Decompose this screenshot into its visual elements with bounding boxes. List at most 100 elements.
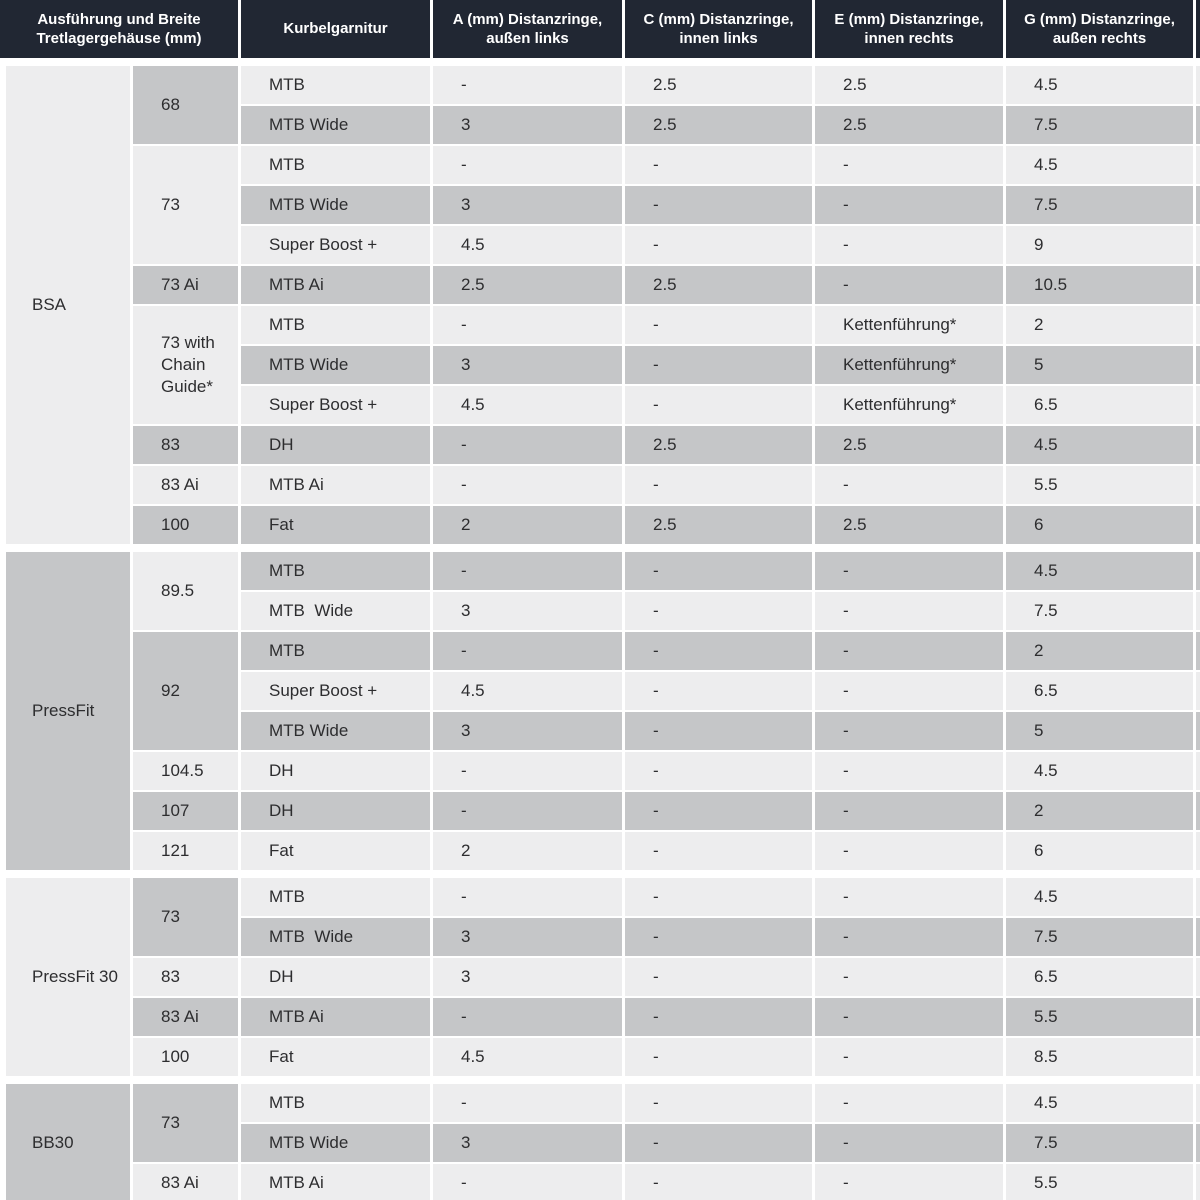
value-a-cell: 2.5 (433, 266, 622, 304)
crankset-cell: DH (241, 752, 430, 790)
value-c-cell: - (625, 672, 812, 710)
value-c-cell: - (625, 346, 812, 384)
value-a-cell: - (433, 1084, 622, 1122)
crankset-cell: MTB (241, 632, 430, 670)
value-a-cell: 4.5 (433, 226, 622, 264)
value-g-cell: 5 (1006, 712, 1193, 750)
value-a-cell: 3 (433, 106, 622, 144)
value-a-cell: - (433, 752, 622, 790)
crankset-cell: MTB (241, 66, 430, 104)
value-g-cell: 7.5 (1006, 918, 1193, 956)
row-cutoff-sliver (1196, 918, 1200, 956)
header-cell-g-mm: G (mm) Distanzringe, außen rechts (1006, 0, 1193, 58)
standard-label-cell: PressFit (6, 552, 130, 870)
value-g-cell: 10.5 (1006, 266, 1193, 304)
value-e-cell: - (815, 918, 1003, 956)
value-g-cell: 5.5 (1006, 466, 1193, 504)
value-g-cell: 4.5 (1006, 878, 1193, 916)
header-cell-ausfuehrung-breite: Ausführung und Breite Tretlagergehäuse (… (0, 0, 238, 58)
shell-width-cell: 107 (133, 792, 238, 830)
value-c-cell: 2.5 (625, 426, 812, 464)
value-e-cell: - (815, 592, 1003, 630)
section-pressfit: PressFit 89.5 MTB - - -4.5 MTB Wide 3- -7.5 92 MTB… (6, 552, 1200, 870)
value-e-cell: - (815, 1084, 1003, 1122)
value-c-cell: 2.5 (625, 66, 812, 104)
value-g-cell: 2 (1006, 792, 1193, 830)
row-cutoff-sliver (1196, 1164, 1200, 1200)
value-e-cell: - (815, 1124, 1003, 1162)
crankset-cell: MTB Wide (241, 592, 430, 630)
value-g-cell: 4.5 (1006, 552, 1193, 590)
value-c-cell: - (625, 386, 812, 424)
row-cutoff-sliver (1196, 632, 1200, 670)
shell-width-cell: 73 (133, 146, 238, 264)
value-c-cell: - (625, 712, 812, 750)
row-cutoff-sliver (1196, 466, 1200, 504)
value-a-cell: - (433, 146, 622, 184)
value-a-cell: - (433, 632, 622, 670)
value-a-cell: - (433, 998, 622, 1036)
value-g-cell: 5.5 (1006, 998, 1193, 1036)
value-c-cell: - (625, 592, 812, 630)
row-cutoff-sliver (1196, 186, 1200, 224)
row-cutoff-sliver (1196, 66, 1200, 104)
value-g-cell: 7.5 (1006, 106, 1193, 144)
shell-width-cell: 83 Ai (133, 998, 238, 1036)
crankset-cell: Fat (241, 506, 430, 544)
row-cutoff-sliver (1196, 266, 1200, 304)
shell-width-cell: 92 (133, 632, 238, 750)
value-g-cell: 4.5 (1006, 66, 1193, 104)
shell-width-cell: 68 (133, 66, 238, 144)
crankset-cell: DH (241, 792, 430, 830)
value-g-cell: 7.5 (1006, 592, 1193, 630)
crankset-cell: Super Boost + (241, 672, 430, 710)
section-pressfit-30: PressFit 30 73 MTB - - -4.5 MTB Wide 3- -7.5 83 DH… (6, 878, 1200, 1076)
value-g-cell: 6.5 (1006, 672, 1193, 710)
crankset-cell: Fat (241, 832, 430, 870)
value-e-cell: - (815, 146, 1003, 184)
standard-label-cell: BSA (6, 66, 130, 544)
shell-width-cell: 83 (133, 426, 238, 464)
header-cell-e-mm: E (mm) Distanzringe, innen rechts (815, 0, 1003, 58)
row-cutoff-sliver (1196, 306, 1200, 344)
value-e-cell: - (815, 186, 1003, 224)
crankset-cell: MTB (241, 552, 430, 590)
crankset-cell: MTB Wide (241, 346, 430, 384)
value-c-cell: - (625, 306, 812, 344)
crankset-cell: MTB Ai (241, 998, 430, 1036)
value-a-cell: 3 (433, 186, 622, 224)
shell-width-cell: 100 (133, 506, 238, 544)
value-g-cell: 6.5 (1006, 386, 1193, 424)
standard-label-cell: PressFit 30 (6, 878, 130, 1076)
row-cutoff-sliver (1196, 226, 1200, 264)
value-a-cell: 4.5 (433, 672, 622, 710)
value-e-cell: Kettenführung* (815, 386, 1003, 424)
value-a-cell: - (433, 1164, 622, 1200)
value-e-cell: - (815, 752, 1003, 790)
row-cutoff-sliver (1196, 346, 1200, 384)
crankset-cell: MTB (241, 146, 430, 184)
value-g-cell: 2 (1006, 306, 1193, 344)
shell-width-cell: 83 (133, 958, 238, 996)
value-a-cell: 2 (433, 832, 622, 870)
value-g-cell: 4.5 (1006, 146, 1193, 184)
value-e-cell: - (815, 712, 1003, 750)
value-g-cell: 7.5 (1006, 186, 1193, 224)
row-cutoff-sliver (1196, 426, 1200, 464)
value-c-cell: - (625, 146, 812, 184)
value-a-cell: 3 (433, 958, 622, 996)
value-e-cell: - (815, 632, 1003, 670)
value-a-cell: 3 (433, 712, 622, 750)
row-cutoff-sliver (1196, 106, 1200, 144)
value-c-cell: - (625, 186, 812, 224)
value-a-cell: - (433, 66, 622, 104)
value-e-cell: 2.5 (815, 506, 1003, 544)
header-cell-a-mm: A (mm) Distanzringe, außen links (433, 0, 622, 58)
row-cutoff-sliver (1196, 552, 1200, 590)
value-a-cell: - (433, 552, 622, 590)
crankset-cell: MTB Wide (241, 106, 430, 144)
value-g-cell: 6 (1006, 832, 1193, 870)
crankset-cell: MTB Ai (241, 266, 430, 304)
value-e-cell: - (815, 998, 1003, 1036)
